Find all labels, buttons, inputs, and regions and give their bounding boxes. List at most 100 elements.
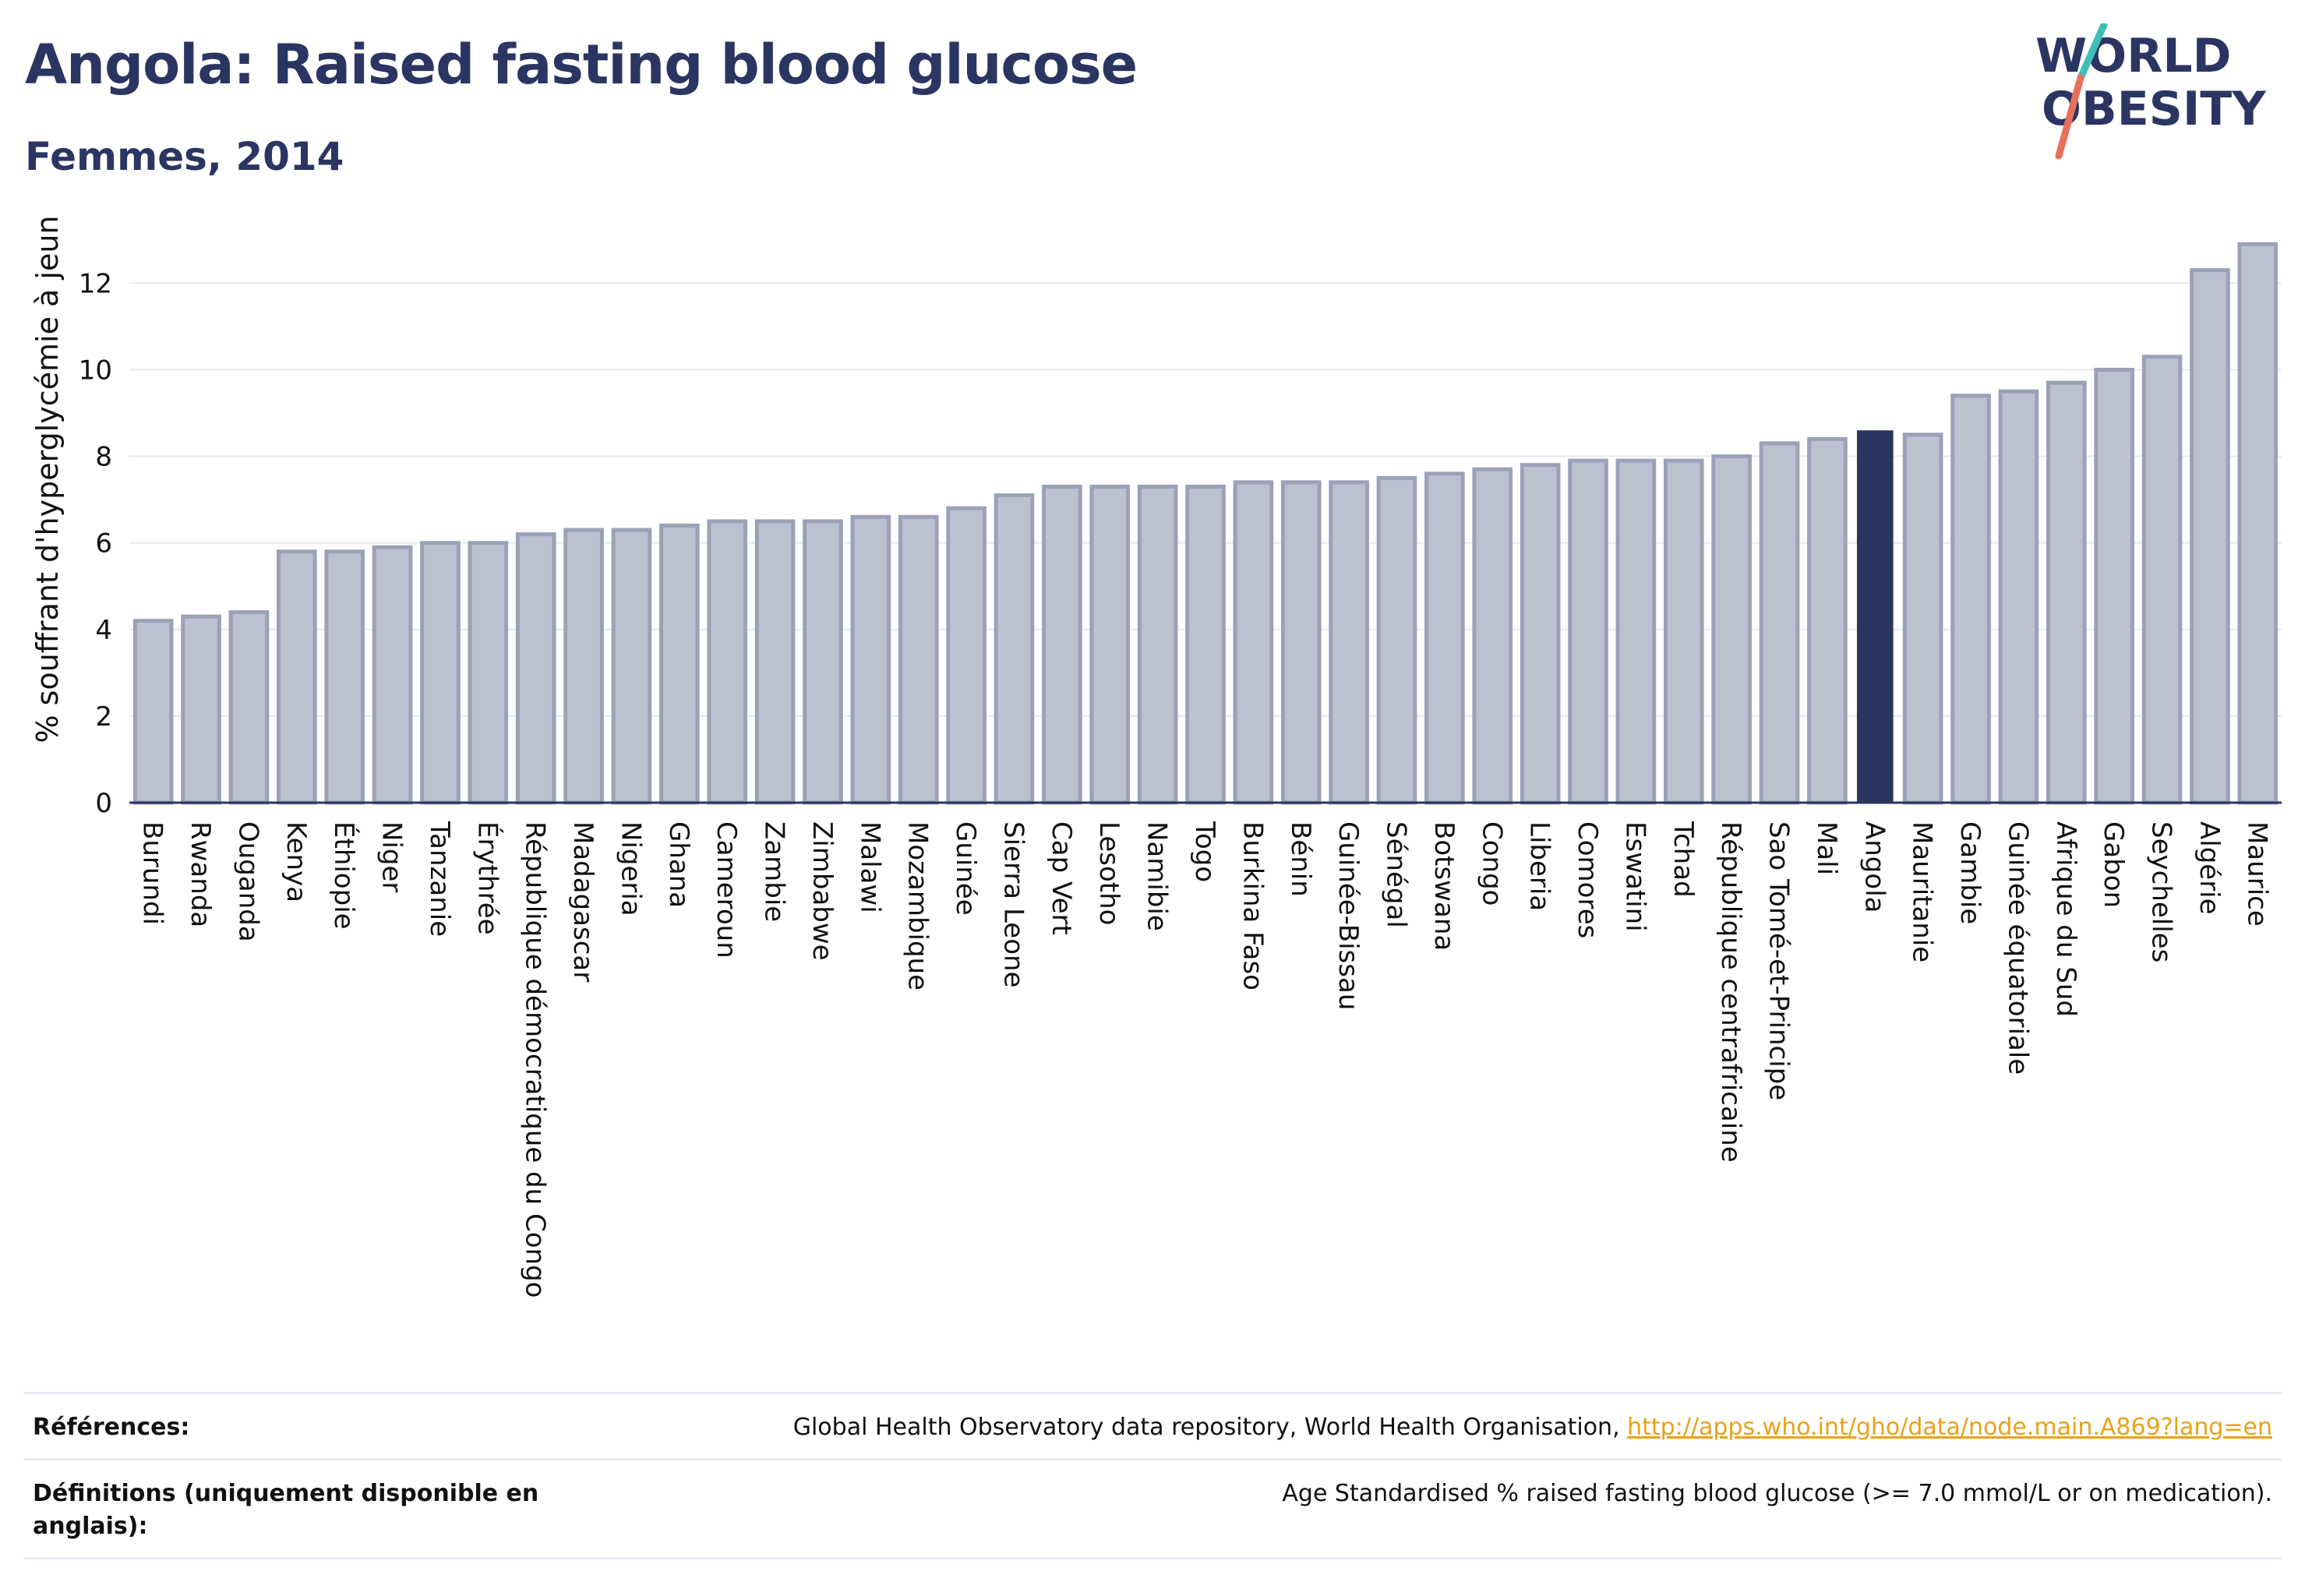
x-tick-label: Ouganda: [232, 821, 263, 942]
logo-slash-teal: [2077, 23, 2108, 82]
x-tick-label: République centrafricaine: [1715, 821, 1746, 1163]
x-tick-label: Ghana: [663, 821, 694, 908]
bar: [994, 493, 1035, 805]
bar: [1950, 394, 1991, 805]
bar: [324, 549, 365, 805]
x-tick-label: Kenya: [281, 821, 312, 902]
x-tick-label: Rwanda: [185, 821, 216, 927]
bar: [1280, 480, 1322, 805]
chart-title: Angola: Raised fasting blood glucose: [25, 33, 1138, 97]
logo-slash-coral: [2055, 74, 2084, 160]
y-tick-label: 0: [95, 788, 112, 819]
bar: [1759, 441, 1800, 805]
bar: [468, 541, 509, 805]
x-tick-label: Bénin: [1285, 821, 1316, 897]
y-tick-label: 12: [79, 268, 112, 299]
x-tick-label: Liberia: [1524, 821, 1555, 911]
x-tick-label: Congo: [1476, 821, 1507, 906]
bar: [1568, 458, 1608, 805]
bar: [1042, 484, 1082, 805]
x-tick-label: Mali: [1811, 821, 1842, 875]
x-tick-label: Burkina Faso: [1237, 821, 1268, 990]
bar: [181, 614, 221, 805]
x-tick-label: Érythrée: [471, 821, 503, 935]
references-label: Références:: [33, 1414, 190, 1441]
bar-highlight: [1856, 430, 1894, 803]
y-tick-label: 10: [79, 355, 112, 386]
x-tick-label: Mozambique: [902, 821, 934, 990]
definitions-label: Définitions (uniquement disponible en an…: [33, 1480, 539, 1540]
bar: [1663, 458, 1704, 805]
x-tick-label: Tchad: [1668, 821, 1699, 898]
bar: [611, 528, 652, 805]
bar: [1615, 458, 1657, 805]
logo-word-1: WORLD: [2035, 29, 2231, 83]
x-tick-label: Algérie: [2194, 821, 2225, 915]
bar: [132, 619, 174, 805]
world-obesity-logo: WORLD OBESITY: [2035, 23, 2267, 160]
x-tick-label: Gambie: [1954, 821, 1986, 924]
bar: [659, 523, 700, 805]
bar-chart: 0 2 4 6 8 10 12 % souffrant d'hyperglycémie à j…: [30, 215, 2282, 1298]
bar: [1902, 433, 1943, 805]
x-tick-label: Madagascar: [567, 821, 598, 982]
bar: [2237, 242, 2279, 805]
x-tick-label: Mauritanie: [1907, 821, 1938, 962]
bar: [228, 610, 270, 805]
bar: [1185, 484, 1226, 805]
bar: [1089, 484, 1131, 805]
x-tick-label: Lesotho: [1093, 821, 1124, 925]
x-tick-label: Comores: [1572, 821, 1603, 938]
y-tick-label: 8: [95, 442, 112, 473]
x-tick-label: Maurice: [2241, 821, 2272, 927]
bar: [1807, 436, 1848, 805]
x-tick-label: Guinée: [950, 821, 981, 916]
bar: [803, 519, 843, 805]
bar: [1998, 389, 2039, 805]
x-tick-label: Zambie: [759, 821, 790, 922]
bar: [563, 528, 604, 805]
bar: [1376, 475, 1417, 805]
bar: [754, 519, 796, 805]
x-tick-label: Zimbabwe: [807, 821, 838, 961]
bar: [1711, 454, 1752, 805]
bar: [372, 545, 413, 805]
y-tick-label: 4: [95, 615, 112, 646]
bar: [898, 514, 939, 805]
x-tick-label: Togo: [1189, 821, 1220, 882]
x-tick-label: Namibie: [1142, 821, 1173, 931]
x-tick-label: Guinée équatoriale: [2002, 821, 2033, 1075]
x-tick-label: Nigeria: [615, 821, 646, 916]
bar: [515, 532, 556, 805]
bar: [1137, 484, 1178, 805]
x-tick-label: Burundi: [137, 821, 168, 925]
bar: [1329, 480, 1369, 805]
x-tick-label: Cap Vert: [1046, 821, 1077, 935]
bar: [1472, 467, 1513, 805]
bar: [2190, 268, 2230, 805]
bar: [1424, 471, 1465, 805]
bar: [276, 549, 317, 805]
x-tick-label: Angola: [1858, 821, 1890, 913]
x-tick-label: Guinée-Bissau: [1333, 821, 1364, 1010]
x-tick-label: République démocratique du Congo: [520, 821, 551, 1298]
references-link[interactable]: http://apps.who.int/gho/data/node.main.A…: [1627, 1414, 2272, 1441]
x-tick-label: Niger: [376, 821, 408, 892]
x-tick-label: Afrique du Sud: [2050, 821, 2081, 1017]
x-tick-label: Eswatini: [1619, 821, 1650, 932]
x-tick-label: Éthiopie: [328, 821, 360, 930]
bar: [1520, 463, 1561, 805]
bar: [946, 506, 987, 805]
definitions-row: Définitions (uniquement disponible en an…: [23, 1458, 2282, 1559]
y-tick-label: 6: [95, 528, 112, 560]
bar: [1233, 480, 1274, 805]
references-text: Global Health Observatory data repositor…: [792, 1414, 1628, 1441]
definitions-value: Age Standardised % raised fasting blood …: [1282, 1480, 2272, 1507]
footer-table: Références: Global Health Observatory da…: [23, 1392, 2282, 1559]
x-tick-label: Tanzanie: [424, 821, 455, 937]
x-tick-label: Cameroun: [711, 821, 742, 959]
bar: [2094, 367, 2135, 805]
chart-subtitle: Femmes, 2014: [25, 134, 344, 179]
bar: [707, 519, 748, 805]
bar: [2046, 380, 2087, 805]
